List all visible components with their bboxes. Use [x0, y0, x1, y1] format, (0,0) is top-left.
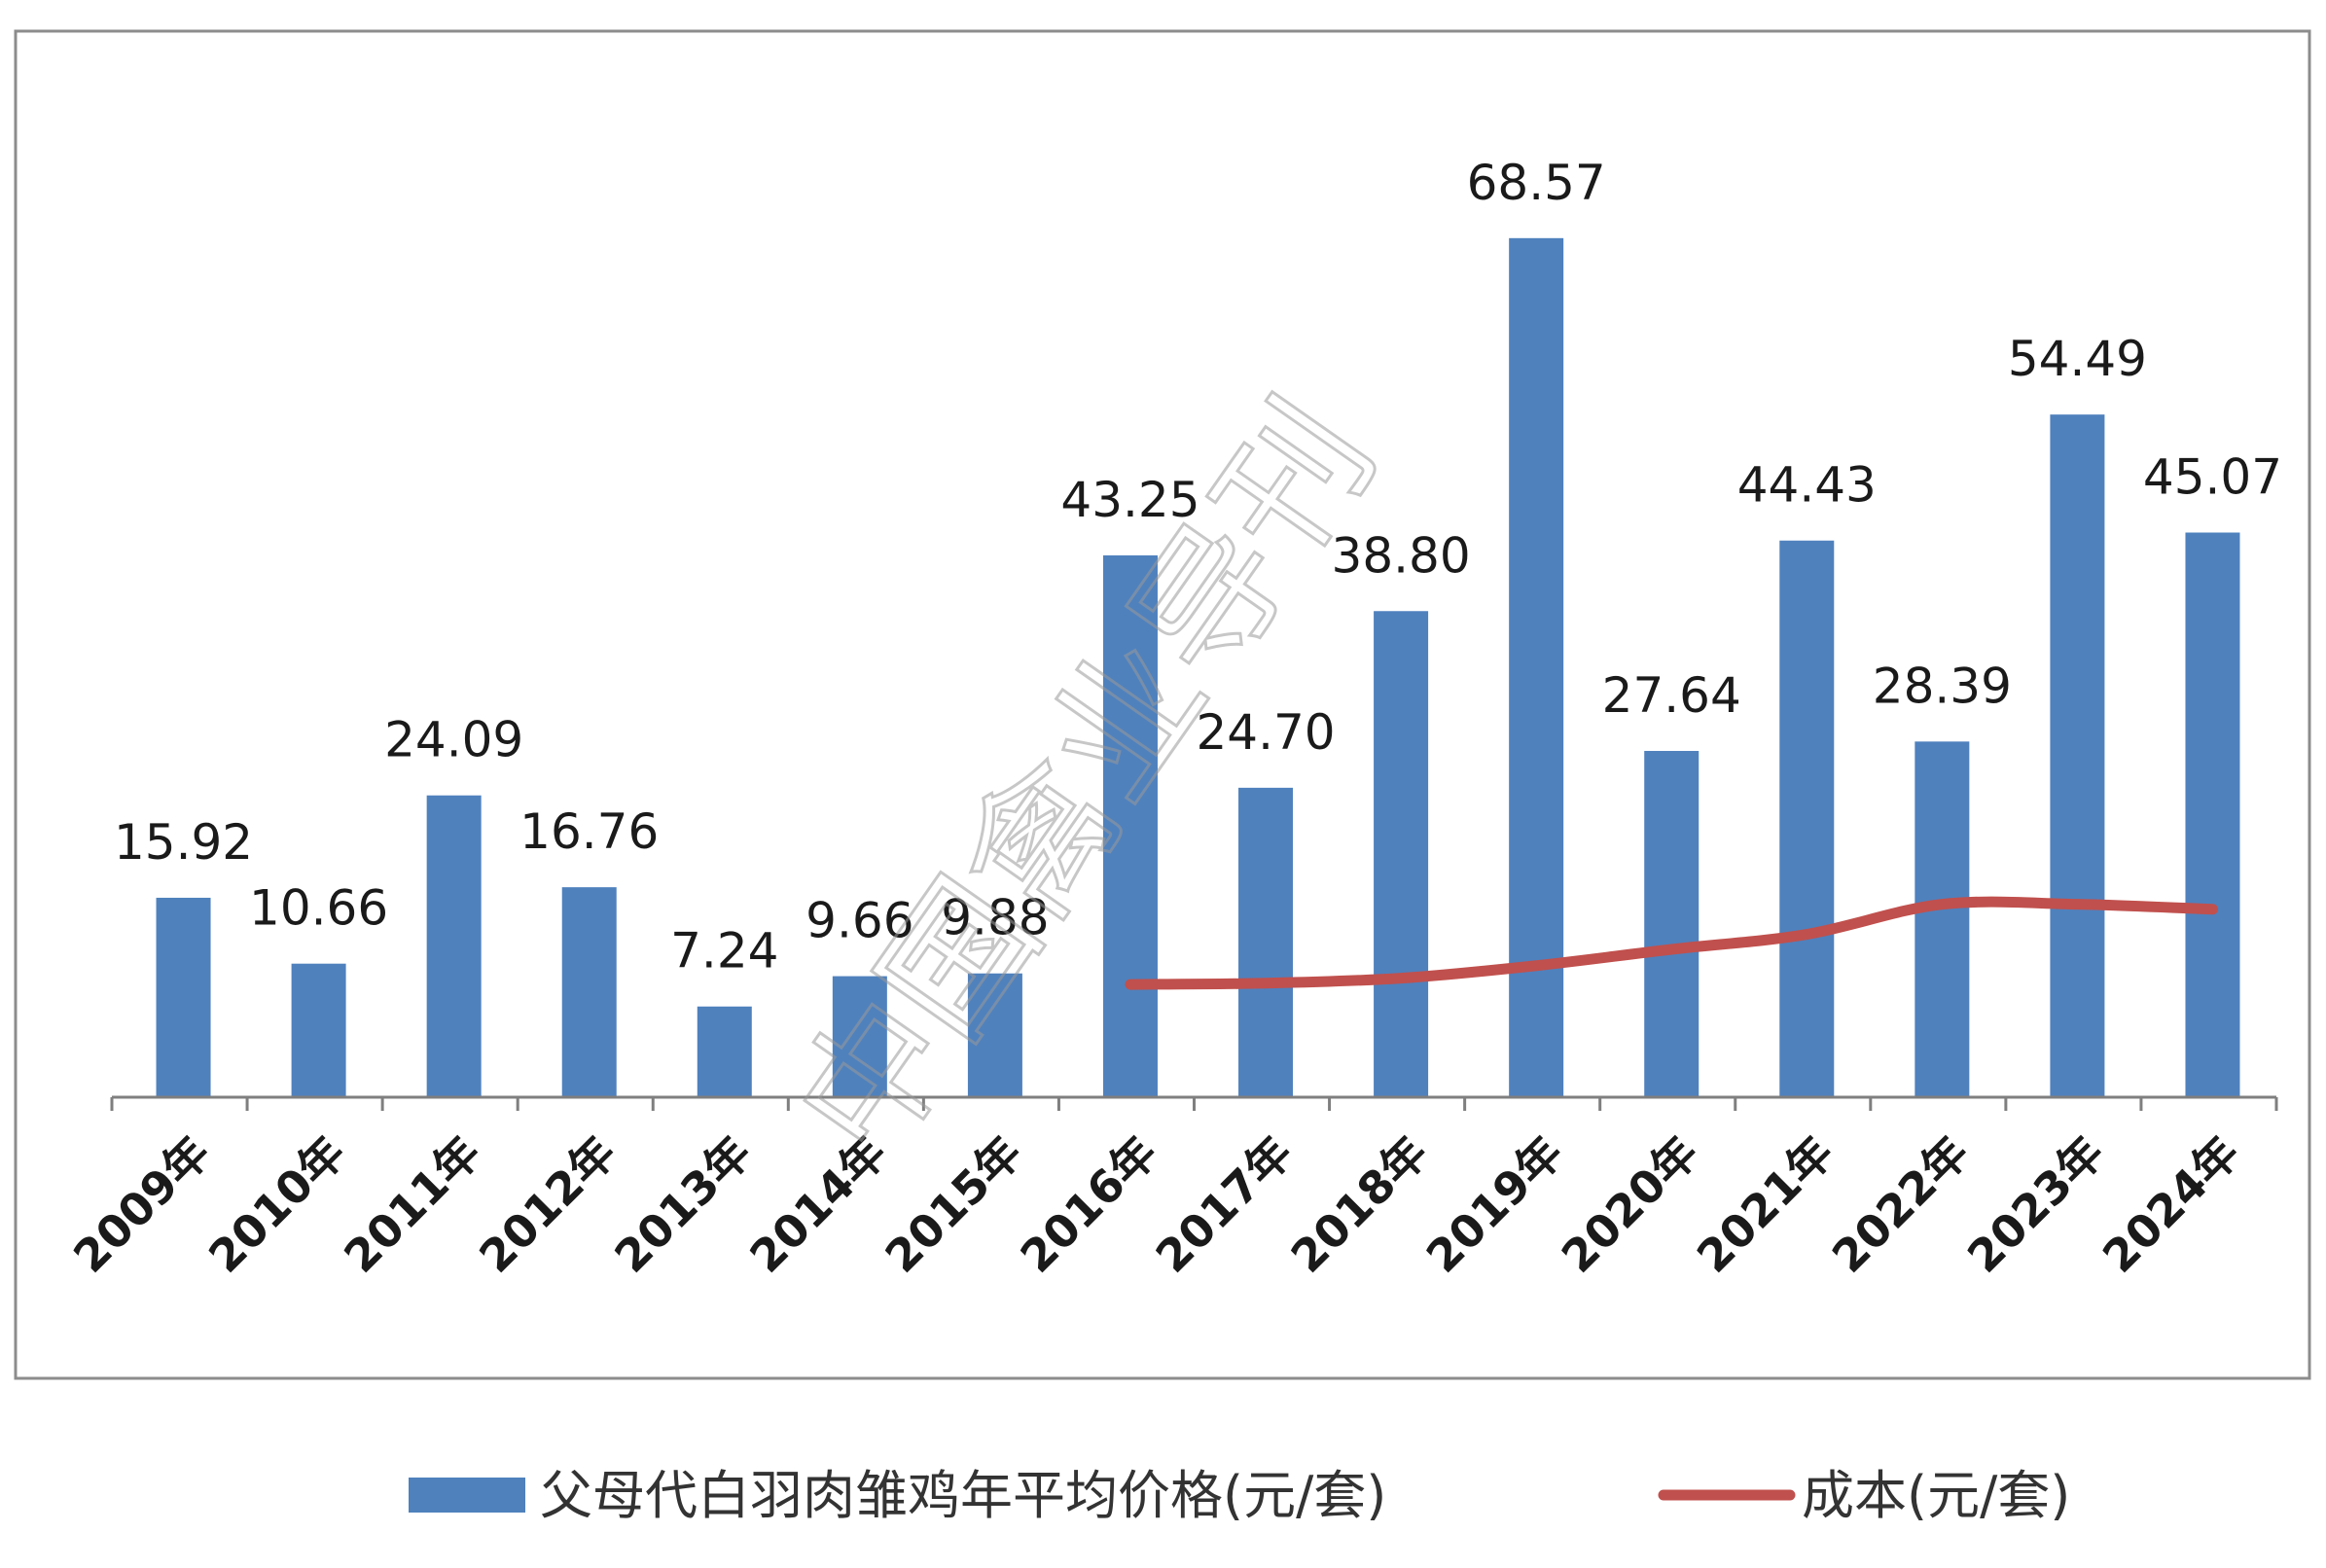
bar-0: [157, 898, 211, 1097]
bar-1: [292, 964, 346, 1097]
value-label-15: 45.07: [2143, 448, 2282, 505]
bar-4: [698, 1007, 752, 1097]
value-label-10: 68.57: [1467, 155, 1606, 211]
bar-8: [1238, 788, 1293, 1097]
bar-14: [2050, 414, 2104, 1097]
legend-bar-swatch: [409, 1478, 525, 1513]
bar-2: [427, 796, 482, 1097]
value-label-0: 15.92: [114, 814, 253, 871]
bar-3: [562, 887, 617, 1097]
value-label-2: 24.09: [384, 712, 523, 768]
bar-15: [2185, 532, 2239, 1097]
value-label-12: 44.43: [1737, 457, 1877, 514]
bar-13: [1914, 741, 1969, 1097]
bar-12: [1779, 541, 1834, 1097]
legend-label-price: 父母代白羽肉雏鸡年平均价格(元/套): [540, 1465, 1386, 1526]
chart: 15.9210.6624.0916.767.249.66 9.8843.2524.…: [0, 0, 2326, 1568]
value-label-13: 28.39: [1873, 658, 2012, 714]
value-label-11: 27.64: [1602, 667, 1741, 724]
bar-11: [1644, 751, 1699, 1097]
bar-9: [1374, 611, 1428, 1097]
value-label-3: 16.76: [519, 803, 659, 860]
value-label-1: 10.66: [249, 880, 388, 937]
legend: 父母代白羽肉雏鸡年平均价格(元/套) 成本(元/套): [409, 1465, 2070, 1526]
legend-label-cost: 成本(元/套): [1802, 1465, 2070, 1526]
value-label-14: 54.49: [2008, 331, 2147, 387]
value-label-4: 7.24: [670, 923, 778, 980]
